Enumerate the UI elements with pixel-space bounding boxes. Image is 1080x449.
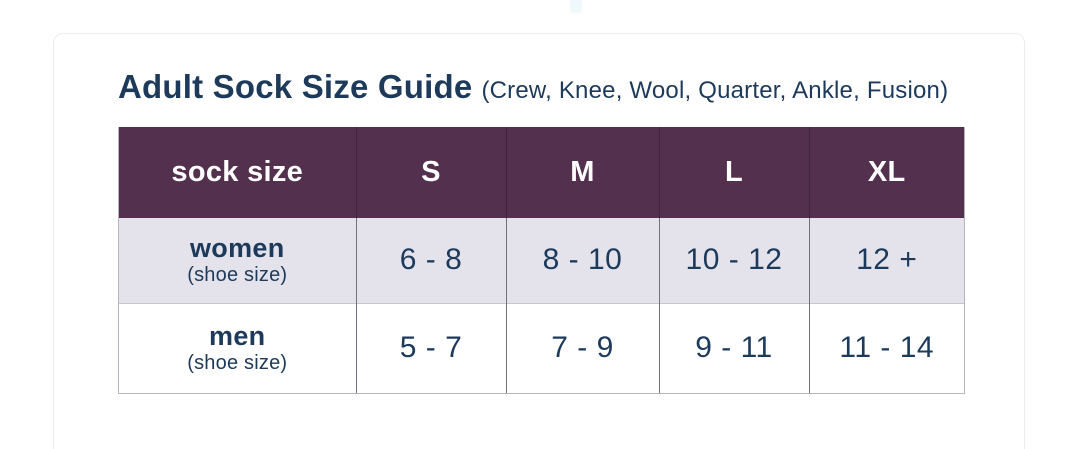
size-guide-card: Adult Sock Size Guide (Crew, Knee, Wool,… <box>53 33 1025 449</box>
row-label: men <box>209 321 266 352</box>
row-header-women: women (shoe size) <box>119 218 356 303</box>
row-sublabel: (shoe size) <box>187 264 288 287</box>
size-guide-table: sock size S M L XL women (shoe size) 6 -… <box>119 127 964 393</box>
cell-men-m: 7 - 9 <box>505 302 659 393</box>
title-row: Adult Sock Size Guide (Crew, Knee, Wool,… <box>118 68 964 106</box>
column-header-s: S <box>355 127 506 218</box>
cell-men-xl: 11 - 14 <box>808 302 964 393</box>
column-header-l: L <box>658 127 809 218</box>
size-guide-table-wrapper: sock size S M L XL women (shoe size) 6 -… <box>118 127 965 394</box>
page-subtitle: (Crew, Knee, Wool, Quarter, Ankle, Fusio… <box>481 77 949 104</box>
column-header-sock-size: sock size <box>119 127 356 218</box>
row-sublabel: (shoe size) <box>187 352 288 375</box>
column-header-m: M <box>505 127 659 218</box>
page-title: Adult Sock Size Guide <box>118 68 473 105</box>
table-header-row: sock size S M L XL <box>119 127 964 218</box>
table-row-men: men (shoe size) 5 - 7 7 - 9 9 - 11 11 - … <box>119 302 964 393</box>
column-header-xl: XL <box>808 127 964 218</box>
row-header-men: men (shoe size) <box>119 302 356 393</box>
cell-men-l: 9 - 11 <box>658 302 809 393</box>
cell-women-l: 10 - 12 <box>658 218 809 303</box>
row-label: women <box>189 233 285 264</box>
page-top-artifact <box>570 0 582 13</box>
table-row-women: women (shoe size) 6 - 8 8 - 10 10 - 12 1… <box>119 218 964 303</box>
cell-women-s: 6 - 8 <box>355 218 506 303</box>
cell-women-m: 8 - 10 <box>505 218 659 303</box>
cell-men-s: 5 - 7 <box>355 302 506 393</box>
cell-women-xl: 12 + <box>808 218 964 303</box>
